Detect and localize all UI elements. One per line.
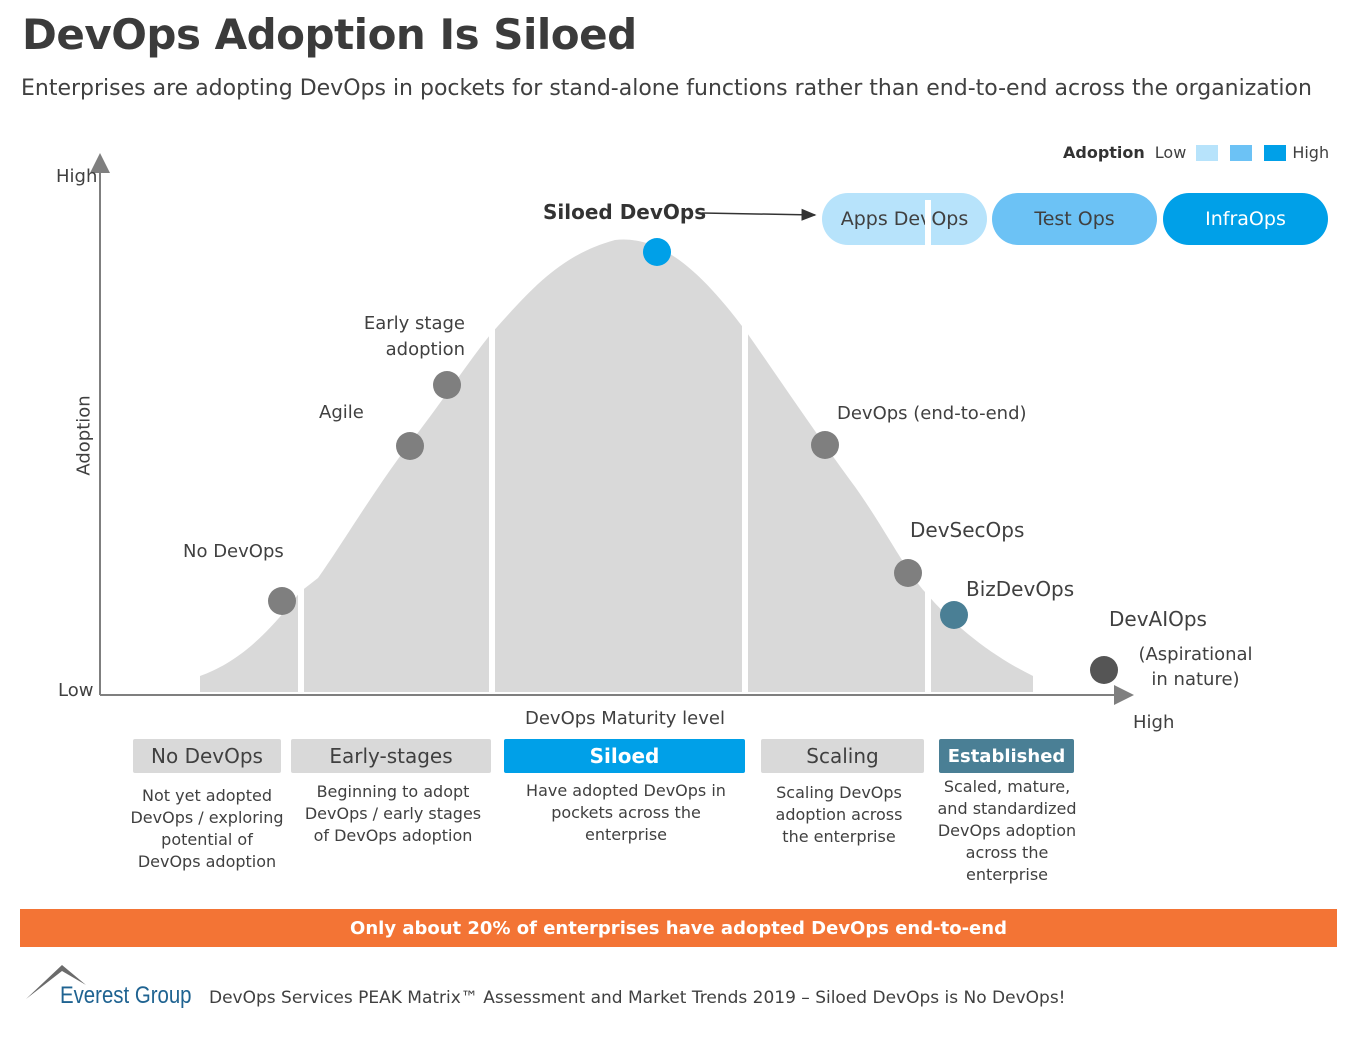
legend-swatch-mid	[1230, 144, 1253, 161]
label-bizdevops: BizDevOps	[966, 577, 1075, 601]
stage-siloed: Siloed	[504, 739, 745, 773]
footer-source: DevOps Services PEAK Matrix™ Assessment …	[209, 988, 1066, 1008]
pill-apps-devops: Apps DevOps	[822, 193, 987, 245]
x-high-label: High	[1133, 712, 1175, 733]
y-high-label: High	[56, 166, 98, 187]
stage-dividers	[298, 200, 931, 700]
everest-logo-mountain-icon	[26, 965, 86, 999]
label-early-stage: Early stage adoption	[363, 313, 465, 360]
point-devaiops	[1090, 656, 1118, 684]
point-early-stage	[433, 371, 461, 399]
desc-no-devops: Not yet adopted DevOps / exploring poten…	[130, 786, 284, 871]
y-low-label: Low	[58, 680, 94, 701]
legend-high: High	[1292, 143, 1330, 162]
label-devsecops: DevSecOps	[910, 518, 1025, 542]
point-siloed-devops	[643, 238, 671, 266]
desc-established: Scaled, mature, and standardized DevOps …	[937, 777, 1077, 884]
diagram-canvas	[90, 153, 1134, 705]
legend-swatch-low	[1196, 144, 1219, 161]
desc-siloed: Have adopted DevOps in pockets across th…	[526, 781, 726, 844]
label-agile: Agile	[319, 402, 364, 423]
point-no-devops	[268, 587, 296, 615]
stage-no-devops: No DevOps	[133, 739, 281, 773]
page-subtitle: Enterprises are adopting DevOps in pocke…	[21, 76, 1312, 101]
stage-scaling: Scaling	[761, 739, 924, 773]
siloed-arrow	[701, 208, 817, 221]
point-devsecops	[894, 559, 922, 587]
page-title: DevOps Adoption Is Siloed	[22, 10, 637, 59]
point-agile	[396, 432, 424, 460]
y-axis-label: Adoption	[73, 395, 95, 476]
label-devops-e2e: DevOps (end-to-end)	[837, 403, 1027, 424]
point-devops-e2e	[811, 431, 839, 459]
pill-infraops: InfraOps	[1163, 193, 1328, 245]
everest-logo: Everest Group	[60, 982, 192, 1009]
bell-curve	[200, 239, 1033, 692]
legend: Adoption Low High	[1063, 143, 1329, 162]
desc-scaling: Scaling DevOps adoption across the enter…	[775, 783, 903, 846]
siloed-devops-label: Siloed DevOps	[543, 200, 707, 224]
banner: Only about 20% of enterprises have adopt…	[20, 909, 1337, 947]
legend-low: Low	[1154, 143, 1187, 162]
desc-early: Beginning to adopt DevOps / early stages…	[304, 782, 482, 845]
label-no-devops: No DevOps	[183, 541, 284, 562]
label-devaiops-note: (Aspirational in nature)	[1138, 644, 1253, 690]
pill-test-ops: Test Ops	[992, 193, 1157, 245]
x-axis-label: DevOps Maturity level	[525, 708, 725, 729]
stage-early: Early-stages	[291, 739, 491, 773]
legend-swatch-high	[1264, 144, 1287, 161]
label-devaiops: DevAIOps	[1109, 607, 1207, 631]
legend-title: Adoption	[1063, 143, 1145, 162]
stage-established: Established	[939, 739, 1074, 773]
point-bizdevops	[940, 601, 968, 629]
